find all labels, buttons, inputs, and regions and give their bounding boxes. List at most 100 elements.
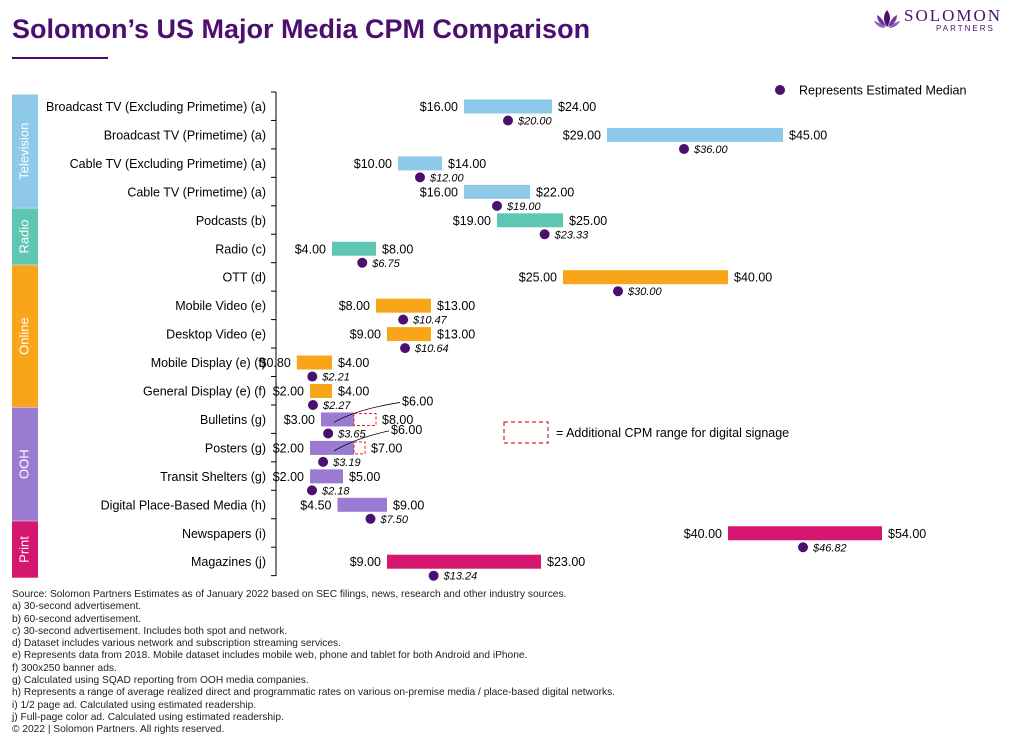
legend-digital-swatch — [503, 421, 549, 444]
median-value-label: $36.00 — [693, 144, 729, 156]
median-value-label: $46.82 — [812, 542, 847, 554]
high-value-label: $13.00 — [437, 299, 475, 313]
brand-logo: SOLOMON PARTNERS — [874, 6, 1014, 34]
low-value-label: $2.00 — [273, 470, 304, 484]
footnote-line: Source: Solomon Partners Estimates as of… — [12, 589, 567, 600]
category-label: Mobile Display (e) (f) — [151, 356, 266, 370]
low-value-label: $25.00 — [519, 271, 557, 285]
footnote-line: g) Calculated using SQAD reporting from … — [12, 675, 309, 687]
range-bar — [296, 355, 332, 370]
range-bar — [728, 526, 882, 541]
range-bar — [321, 412, 354, 427]
median-value-label: $3.65 — [337, 428, 366, 440]
high-value-label: $54.00 — [888, 527, 926, 541]
low-value-label: $2.00 — [273, 385, 304, 399]
group-band-print — [12, 521, 38, 578]
median-marker — [503, 115, 513, 126]
median-marker — [798, 542, 809, 553]
high-value-label: $22.00 — [536, 185, 574, 199]
lotus-mark-icon — [874, 10, 900, 28]
median-marker — [539, 229, 550, 240]
median-marker — [307, 371, 318, 382]
category-label: Digital Place-Based Media (h) — [101, 498, 266, 512]
digital-signage-range — [353, 412, 377, 426]
low-value-label: $4.00 — [295, 242, 326, 256]
category-label: Cable TV (Excluding Primetime) (a) — [70, 157, 266, 171]
high-value-label: $4.00 — [338, 356, 369, 370]
high-value-label: $40.00 — [734, 271, 772, 285]
low-value-label: $3.00 — [284, 413, 315, 427]
range-bar — [387, 327, 431, 342]
group-label: Print — [16, 536, 31, 563]
median-value-label: $23.33 — [554, 229, 590, 241]
category-label: Newspapers (i) — [182, 527, 266, 541]
median-marker — [415, 172, 425, 183]
range-bar — [607, 127, 783, 142]
category-label: Mobile Video (e) — [175, 299, 266, 313]
range-bar — [398, 156, 442, 171]
category-label: Desktop Video (e) — [166, 328, 266, 342]
high-value-label: $24.00 — [558, 100, 596, 114]
median-value-label: $2.21 — [321, 372, 350, 384]
footnote-line: f) 300x250 banner ads. — [12, 662, 117, 674]
high-value-label: $25.00 — [569, 214, 607, 228]
category-label: Cable TV (Primetime) (a) — [127, 185, 266, 199]
category-label: Podcasts (b) — [196, 214, 266, 228]
high-value-label: $45.00 — [789, 128, 827, 142]
logo-wordmark: SOLOMON — [904, 6, 1003, 25]
label-leader-line — [333, 430, 390, 452]
median-value-label: $3.19 — [332, 457, 361, 469]
range-bar — [337, 497, 387, 512]
median-value-label: $2.27 — [322, 400, 351, 412]
group-label: Television — [16, 123, 31, 180]
median-marker — [307, 400, 318, 410]
median-value-label: $13.24 — [443, 571, 478, 583]
range-bar — [464, 184, 530, 199]
low-value-label: $19.00 — [453, 214, 491, 228]
high-value-label: $9.00 — [393, 498, 424, 512]
low-value-label: $2.00 — [273, 441, 304, 455]
low-value-label: $9.00 — [350, 328, 381, 342]
range-bar — [310, 384, 332, 398]
footnote-line: d) Dataset includes various network and … — [12, 638, 341, 650]
median-marker — [357, 257, 368, 268]
low-value-label: $40.00 — [684, 527, 722, 541]
group-band-radio — [12, 208, 38, 265]
high-value-label: $13.00 — [437, 328, 475, 342]
range-bar — [387, 554, 541, 569]
median-value-label: $6.75 — [371, 258, 400, 270]
high-value-label: $5.00 — [349, 470, 380, 484]
footnote-line: e) Represents data from 2018. Mobile dat… — [12, 650, 528, 662]
footnote-line: © 2022 | Solomon Partners. All rights re… — [12, 724, 225, 736]
range-bar — [310, 469, 343, 484]
low-value-label: $4.50 — [300, 498, 331, 512]
logo-subtitle: PARTNERS — [936, 24, 995, 33]
low-value-label: $9.00 — [350, 555, 381, 569]
footnote-line: b) 60-second advertisement. — [12, 613, 142, 625]
low-value-label: $0.80 — [260, 356, 291, 370]
range-bar — [332, 241, 376, 256]
category-label: Transit Shelters (g) — [160, 470, 266, 484]
high-value-label: $6.00 — [402, 394, 433, 408]
footnotes: Source: Solomon Partners Estimates as of… — [12, 589, 615, 737]
category-label: Posters (g) — [205, 441, 266, 455]
category-label: Bulletins (g) — [200, 413, 266, 427]
high-value-label: $14.00 — [448, 157, 486, 171]
group-band-television — [12, 94, 38, 208]
footnote-line: j) Full-page color ad. Calculated using … — [12, 711, 284, 723]
group-band-ooh — [12, 407, 38, 521]
category-label: Broadcast TV (Excluding Primetime) (a) — [46, 100, 266, 114]
digital-high-label: $8.00 — [382, 413, 413, 427]
median-value-label: $19.00 — [506, 201, 542, 213]
median-marker — [365, 513, 376, 524]
legend-median-label: Represents Estimated Median — [799, 84, 966, 98]
legend-median-marker — [775, 85, 785, 95]
median-value-label: $20.00 — [517, 116, 553, 128]
digital-high-label: $7.00 — [371, 441, 402, 455]
footnote-line: h) Represents a range of average realize… — [12, 687, 616, 699]
footnote-line: a) 30-second advertisement. — [12, 601, 142, 613]
median-value-label: $10.64 — [414, 343, 449, 355]
title-underline — [12, 57, 108, 59]
median-marker — [613, 286, 623, 297]
median-value-label: $10.47 — [412, 315, 448, 327]
